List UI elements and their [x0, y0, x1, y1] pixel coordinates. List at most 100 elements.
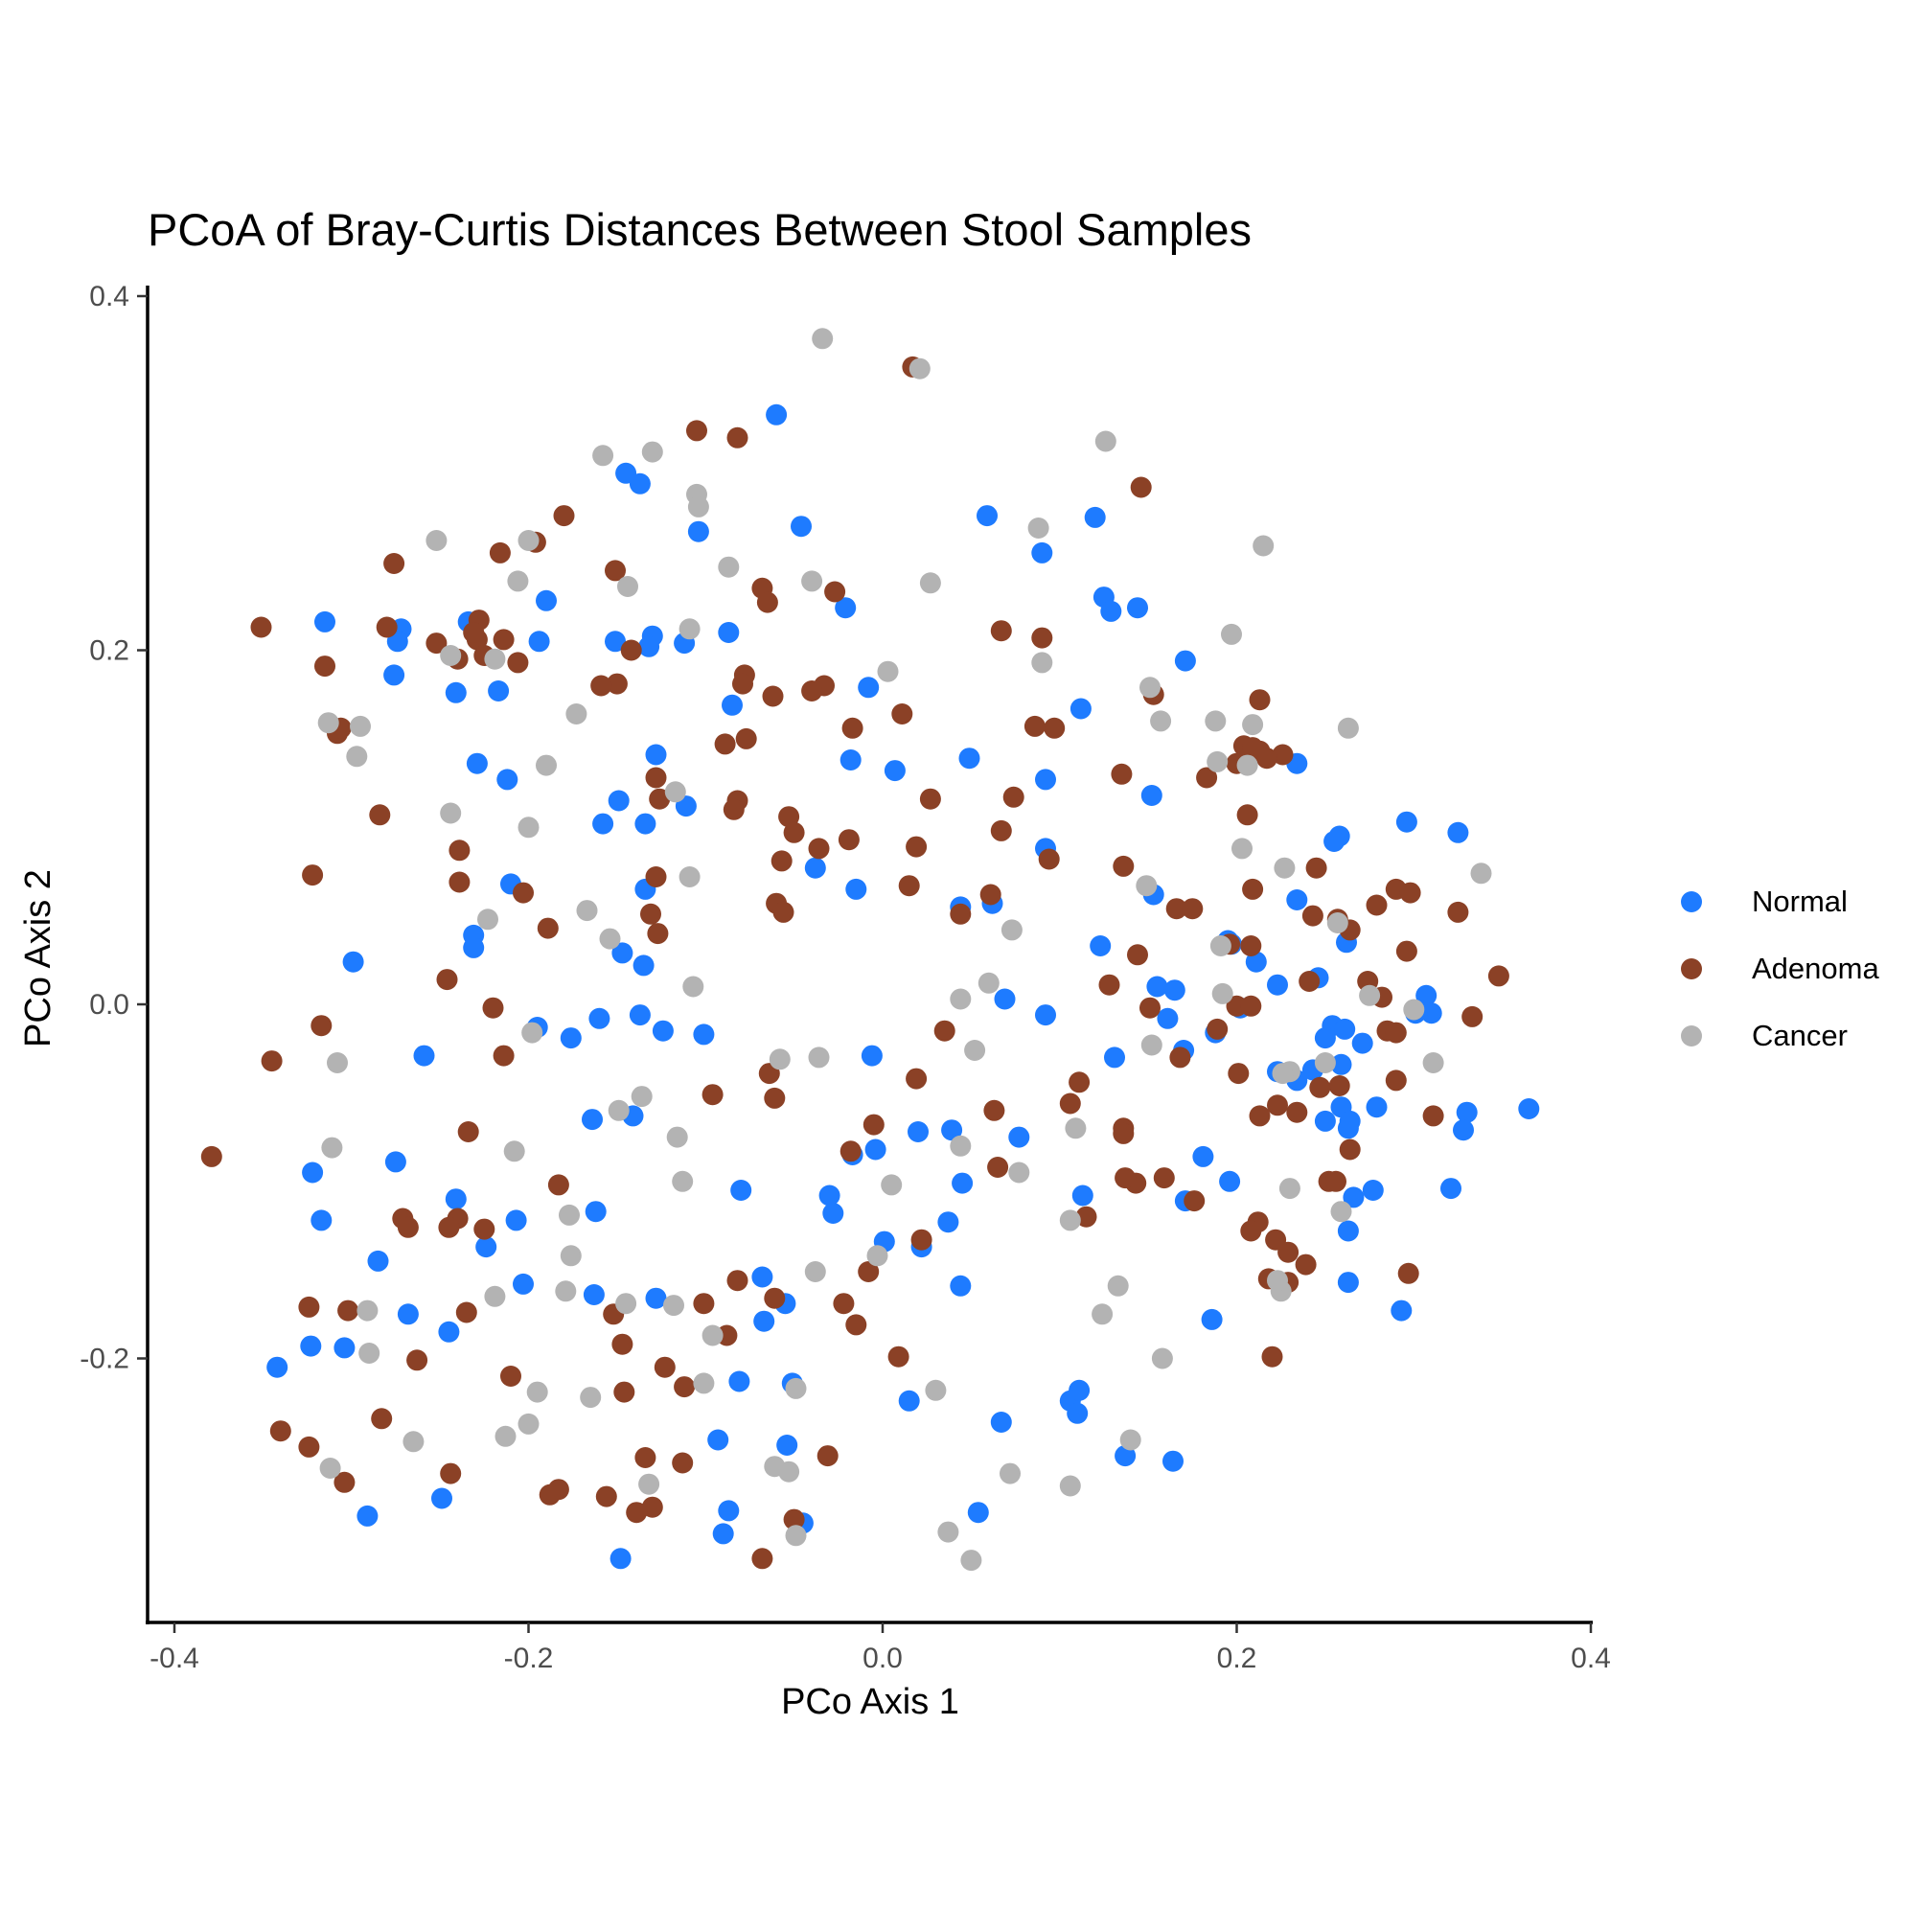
data-point-adenoma [507, 652, 529, 674]
data-point-normal [1415, 984, 1438, 1006]
data-point-cancer [1211, 982, 1233, 1004]
data-point-adenoma [778, 806, 800, 828]
data-point-cancer [426, 530, 448, 551]
data-point-normal [967, 1502, 989, 1524]
data-point-adenoma [987, 1157, 1009, 1178]
data-point-adenoma [1111, 763, 1133, 785]
data-point-adenoma [371, 1408, 393, 1430]
data-point-cancer [664, 781, 686, 803]
data-point-adenoma [756, 591, 778, 613]
data-point-adenoma [1127, 944, 1148, 966]
data-point-cancer [1065, 1117, 1087, 1139]
legend-item-cancer: Cancer [1675, 1002, 1879, 1070]
y-tick-label: -0.2 [80, 1344, 129, 1375]
data-point-adenoma [990, 620, 1012, 642]
data-point-normal [712, 1523, 734, 1545]
data-point-normal [536, 589, 557, 611]
data-point-normal [1115, 1445, 1137, 1467]
data-point-adenoma [1031, 627, 1053, 649]
data-point-normal [431, 1487, 452, 1509]
data-point-normal [864, 1138, 886, 1161]
data-point-adenoma [990, 819, 1012, 841]
data-point-normal [1453, 1119, 1474, 1141]
data-point-adenoma [645, 767, 667, 789]
data-point-cancer [702, 1324, 724, 1346]
data-point-normal [693, 1024, 715, 1046]
data-point-normal [1192, 1145, 1214, 1167]
data-point-normal [908, 1121, 929, 1142]
legend-label: Normal [1752, 885, 1848, 918]
data-point-normal [1071, 1184, 1093, 1207]
legend: Normal Adenoma Cancer [1675, 868, 1879, 1070]
y-axis-ticks: -0.2 0.0 0.2 0.4 [80, 281, 148, 1375]
data-point-adenoma [647, 923, 669, 945]
data-point-adenoma [547, 1174, 569, 1196]
data-point-normal [804, 857, 826, 879]
data-point-cancer [1136, 875, 1158, 897]
legend-item-adenoma: Adenoma [1675, 935, 1879, 1002]
data-point-adenoma [1397, 1262, 1419, 1284]
data-point-adenoma [1240, 995, 1262, 1017]
data-point-cancer [1207, 750, 1229, 772]
data-point-adenoma [801, 680, 823, 702]
data-point-normal [1100, 600, 1122, 622]
data-point-adenoma [1098, 974, 1120, 996]
data-point-adenoma [1069, 1071, 1091, 1093]
data-point-cancer [1119, 1429, 1141, 1451]
data-point-cancer [663, 1295, 684, 1317]
data-point-normal [1362, 1180, 1384, 1201]
data-point-cancer [950, 1135, 972, 1157]
data-point-adenoma [950, 903, 972, 925]
data-point-adenoma [1228, 1063, 1250, 1085]
legend-label: Cancer [1752, 1019, 1848, 1052]
data-point-cancer [521, 1022, 543, 1044]
data-point-normal [1351, 1032, 1373, 1054]
data-point-adenoma [1184, 1190, 1206, 1212]
data-point-adenoma [1447, 901, 1469, 923]
data-point-normal [822, 1203, 844, 1224]
data-point-normal [1447, 821, 1469, 843]
data-point-adenoma [702, 1084, 724, 1106]
data-point-adenoma [605, 560, 626, 582]
data-point-adenoma [816, 1445, 839, 1467]
data-point-adenoma [1240, 935, 1262, 956]
data-point-cancer [641, 441, 663, 463]
data-point-normal [611, 942, 633, 964]
data-point-normal [1146, 976, 1168, 998]
data-point-cancer [778, 1460, 800, 1483]
data-point-normal [632, 954, 655, 977]
data-point-normal [990, 1412, 1012, 1433]
data-point-cancer [937, 1521, 959, 1543]
data-point-normal [1157, 1007, 1179, 1029]
data-point-cancer [804, 1261, 826, 1282]
data-point-normal [560, 1027, 582, 1049]
data-point-adenoma [783, 1508, 805, 1530]
data-point-cancer [477, 908, 498, 931]
data-point-cancer [978, 972, 1000, 994]
data-point-normal [718, 1500, 740, 1522]
data-point-cancer [960, 1550, 982, 1572]
data-point-normal [1162, 1450, 1184, 1472]
data-point-cancer [617, 576, 638, 597]
data-point-cancer [718, 556, 740, 578]
data-point-cancer [801, 570, 823, 592]
data-point-cancer [1231, 838, 1253, 860]
data-point-normal [608, 790, 630, 812]
data-point-cancer [346, 746, 368, 768]
data-point-cancer [484, 648, 506, 670]
data-point-adenoma [314, 656, 335, 678]
data-point-adenoma [845, 1314, 867, 1336]
data-point-normal [840, 749, 862, 770]
data-point-adenoma [858, 1261, 880, 1282]
data-point-adenoma [457, 1121, 479, 1142]
data-point-cancer [866, 1245, 888, 1267]
data-point-cancer [317, 712, 339, 734]
data-point-cancer [1422, 1052, 1444, 1073]
data-point-cancer [964, 1040, 986, 1061]
data-point-normal [1008, 1126, 1030, 1148]
data-point-cancer [599, 928, 621, 950]
data-point-normal [384, 1151, 406, 1173]
data-point-cancer [672, 1170, 694, 1192]
data-point-normal [1070, 698, 1092, 720]
data-point-cancer [687, 495, 709, 518]
